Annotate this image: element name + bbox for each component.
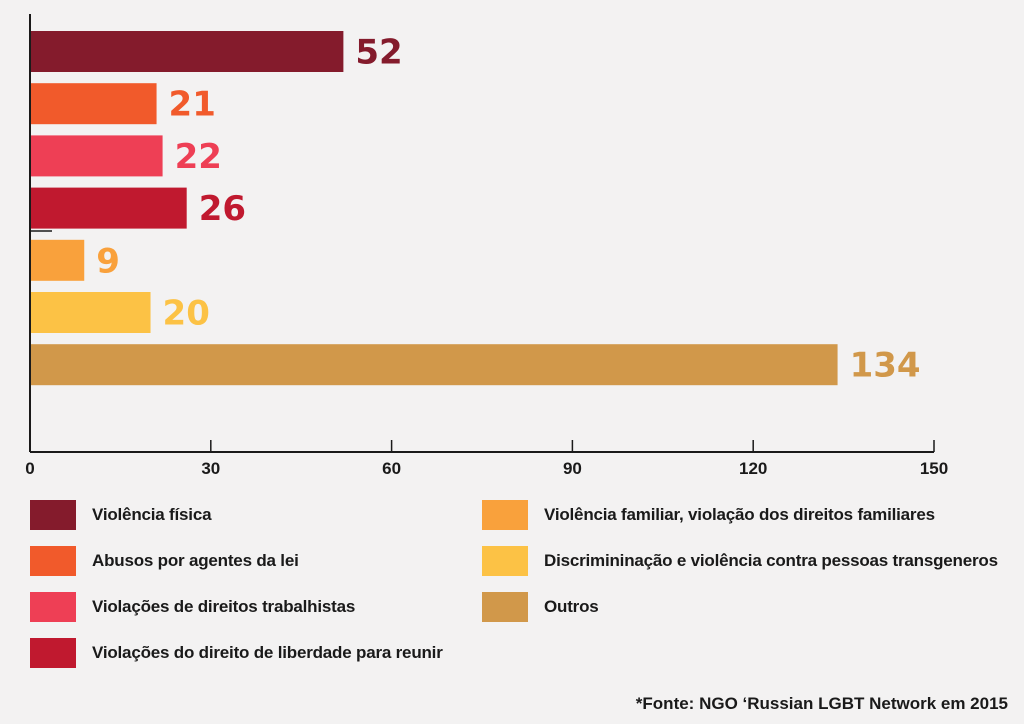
x-tick-label: 150 [920,459,948,478]
source-note: *Fonte: NGO ‘Russian LGBT Network em 201… [635,694,1008,713]
bar [30,83,157,125]
bar [30,187,187,229]
x-ticks-group: 0 30 60 90 120 150 [25,440,948,478]
legend-item: Violações de direitos trabalhistas [30,592,355,622]
legend-swatch [30,546,76,576]
legend-swatch [482,546,528,576]
bars-group [30,31,838,386]
legend-item: Violência física [30,500,212,530]
x-tick-label: 0 [25,459,34,478]
legend-swatch [30,500,76,530]
legend-label: Outros [544,597,599,616]
bar-value-label: 22 [175,137,222,177]
x-tick-label: 120 [739,459,767,478]
x-tick-label: 90 [563,459,582,478]
bar [30,292,151,333]
legend-swatch [482,592,528,622]
bar-chart: 52 21 22 26 9 20 134 0 30 60 90 120 150 [25,14,948,478]
legend-item: Discrimininação e violência contra pesso… [482,546,998,576]
bar-value-label: 20 [163,294,210,334]
legend-item: Abusos por agentes da lei [30,546,299,576]
legend-label: Violações do direito de liberdade para r… [92,643,443,662]
bar-value-label: 134 [850,346,921,386]
bar [30,31,344,72]
legend-swatch [482,500,528,530]
legend-item: Violações do direito de liberdade para r… [30,638,443,668]
legend-swatch [30,638,76,668]
bar-value-label: 52 [355,33,402,73]
value-labels-group: 52 21 22 26 9 20 134 [96,33,920,386]
bar [30,344,838,386]
legend-label: Discrimininação e violência contra pesso… [544,551,998,570]
legend-item: Violência familiar, violação dos direito… [482,500,935,530]
legend-swatch [30,592,76,622]
legend-label: Violações de direitos trabalhistas [92,597,356,616]
legend-item: Outros [482,592,599,622]
x-tick-label: 30 [201,459,220,478]
bar [30,239,85,281]
legend-label: Violência física [92,505,212,524]
bar-value-label: 26 [199,189,246,229]
legend-label: Violência familiar, violação dos direito… [544,505,935,524]
bar-value-label: 21 [169,85,216,125]
bar-value-label: 9 [96,241,120,281]
x-tick-label: 60 [382,459,401,478]
bar [30,135,163,177]
legend-label: Abusos por agentes da lei [92,551,299,570]
